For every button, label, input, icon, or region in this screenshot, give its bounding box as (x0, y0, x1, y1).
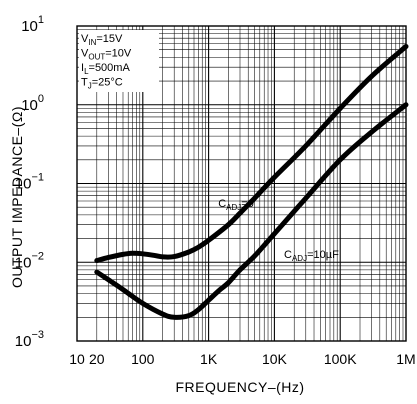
x-axis-title: FREQUENCY–(Hz) (175, 379, 304, 395)
series-line-cadj-10uf (94, 102, 409, 320)
test-condition: IL=500mA (81, 62, 130, 76)
series-line-cadj-0 (94, 43, 409, 264)
test-condition: VIN=15V (81, 33, 123, 47)
x-tick-label: 10K (262, 351, 288, 367)
y-tick-label: 10−1 (15, 172, 44, 193)
y-tick-label: 100 (21, 93, 44, 114)
plot-frame (76, 25, 407, 342)
x-tick-label: 10 (69, 351, 85, 367)
series-label: CADJ=10µF (284, 249, 339, 263)
x-tick-label: 100 (131, 351, 155, 367)
y-tick-label: 101 (21, 14, 44, 35)
series-layer: CADJ=0 CADJ=10µF (94, 43, 409, 320)
test-conditions-background (79, 30, 159, 92)
x-tick-label: 20 (89, 351, 105, 367)
y-axis-title: OUTPUT IMPEDANCE–(Ω) (9, 106, 25, 288)
x-tick-label: 1M (396, 351, 415, 367)
series-label: CADJ=0 (218, 198, 254, 212)
x-tick-label: 1K (200, 351, 218, 367)
tick-labels: 10 20 100 1K 10K 100K 1M 10−3 10−2 10−1 100 101 (15, 14, 416, 367)
y-tick-label: 10−3 (15, 329, 44, 350)
y-tick-label: 10−2 (15, 250, 44, 271)
test-condition: TJ=25°C (81, 77, 123, 91)
test-condition: VOUT=10V (81, 48, 132, 62)
x-tick-label: 100K (324, 351, 357, 367)
